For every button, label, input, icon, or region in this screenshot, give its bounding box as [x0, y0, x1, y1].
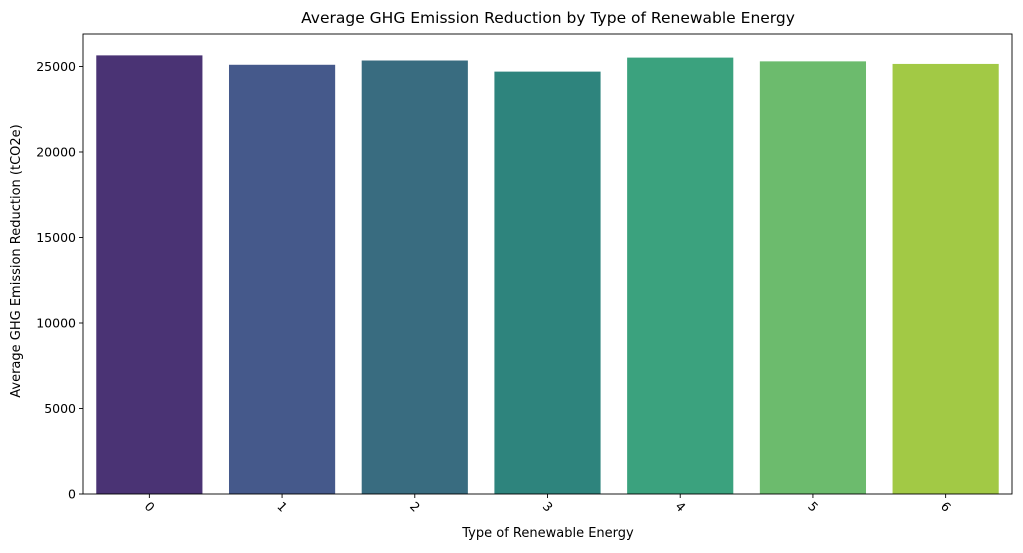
- plot-area: [82, 33, 1013, 495]
- x-axis-label: Type of Renewable Energy: [461, 526, 634, 541]
- chart-title: Average GHG Emission Reduction by Type o…: [301, 9, 795, 27]
- x-tick-label: 5: [805, 499, 821, 515]
- bar-2: [361, 60, 468, 494]
- x-tick-label: 6: [938, 499, 954, 515]
- bar-3: [494, 71, 601, 495]
- bar-0: [96, 55, 203, 494]
- x-tick-label: 2: [407, 499, 423, 515]
- bar-1: [228, 64, 336, 494]
- y-tick-label: 20000: [36, 144, 76, 159]
- y-tick-label: 5000: [44, 401, 76, 416]
- bar-4: [627, 57, 734, 494]
- x-tick-label: 0: [142, 499, 158, 515]
- bar-6: [892, 63, 999, 495]
- y-tick-label: 25000: [36, 59, 76, 74]
- y-axis: 0 5000 10000 15000 20000 25000: [36, 59, 83, 502]
- y-axis-label: Average GHG Emission Reduction (tCO2e): [9, 124, 24, 397]
- x-tick-label: 1: [274, 499, 290, 515]
- bar-5: [759, 61, 867, 495]
- y-tick-label: 15000: [36, 230, 76, 245]
- y-tick-label: 10000: [36, 315, 76, 330]
- x-axis: 0 1 2 3 4 5 6: [142, 494, 954, 515]
- x-tick-label: 4: [672, 499, 688, 515]
- x-tick-label: 3: [540, 499, 556, 515]
- y-tick-label: 0: [68, 487, 76, 502]
